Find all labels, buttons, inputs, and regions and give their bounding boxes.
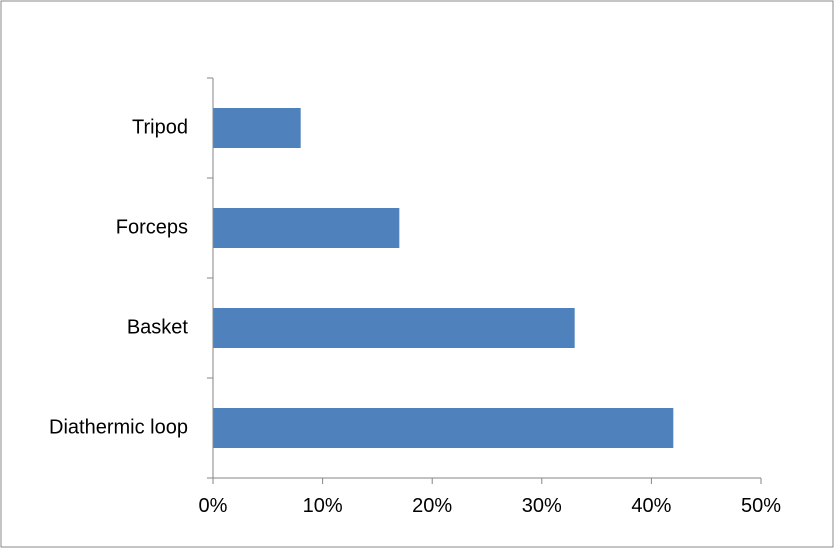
labels-layer: Tripod Forceps Basket Diathermic loop 0% 10% 2…	[49, 116, 781, 517]
x-tick-label: 30%	[522, 495, 562, 517]
axes-layer	[207, 77, 762, 484]
bars-layer	[213, 108, 674, 448]
category-label: Diathermic loop	[49, 416, 188, 438]
x-tick-label: 20%	[412, 495, 452, 517]
x-tick-label: 40%	[631, 495, 671, 517]
category-label: Tripod	[132, 116, 188, 138]
x-tick-label: 10%	[303, 495, 343, 517]
bar-forceps	[213, 208, 400, 248]
category-label: Basket	[127, 316, 189, 338]
bar-basket	[213, 308, 575, 348]
x-tick-label: 0%	[199, 495, 228, 517]
bar-tripod	[213, 108, 301, 148]
bar-diathermic-loop	[213, 408, 674, 448]
x-tick-label: 50%	[741, 495, 781, 517]
category-label: Forceps	[116, 216, 188, 238]
